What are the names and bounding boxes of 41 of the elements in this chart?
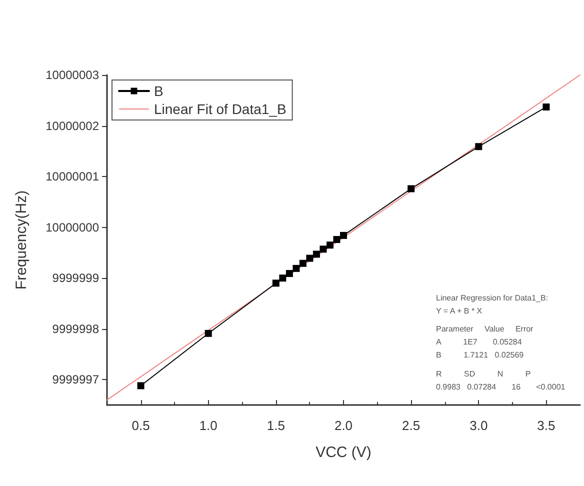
x-axis-title: VCC (V) (316, 444, 372, 461)
annotation: A 1E7 0.05284 (436, 338, 522, 346)
point (272, 280, 280, 287)
x-tick-label: 2.0 (334, 418, 353, 433)
y-tick-label: 10000003 (46, 68, 100, 82)
point (333, 236, 340, 243)
annotation: B 1.7121 0.02569 (436, 350, 524, 360)
annotation: Linear Regression for Data1_B: (436, 294, 548, 302)
point (286, 270, 293, 278)
x-tick-label: 3.0 (470, 418, 488, 433)
point (292, 264, 300, 272)
y-tick-label: 10000000 (46, 220, 100, 234)
annotation: R SD N P (436, 370, 531, 378)
point (306, 254, 314, 262)
x-tick-label: 1.0 (199, 418, 218, 433)
y-tick-label: 9999997 (52, 372, 100, 387)
point (408, 185, 415, 192)
annotation: 0.9983 0.07284 16 <0.0001 (436, 382, 566, 392)
point (312, 250, 320, 258)
point (326, 242, 334, 249)
point (299, 260, 306, 267)
point (279, 274, 286, 282)
annotation: Parameter Value Error (436, 324, 534, 334)
point (204, 330, 212, 337)
point (340, 232, 347, 239)
point (320, 246, 327, 253)
x-tick-label: 1.5 (266, 418, 285, 433)
annotation: Y = A + B * X (436, 306, 483, 316)
point (475, 143, 482, 150)
point (137, 382, 144, 390)
y-axis-title: Frequency(Hz) (13, 190, 30, 290)
legend-label: B (154, 83, 164, 99)
y-tick-label: 10000001 (46, 170, 100, 184)
x-tick-label: 2.5 (402, 418, 420, 433)
x-tick-label: 3.5 (537, 418, 556, 433)
x-tick-label: 0.5 (132, 418, 150, 433)
y-tick-label: 9999998 (52, 322, 100, 336)
y-tick-label: 10000002 (46, 118, 100, 133)
legend-label: Linear Fit of Data1_B (154, 101, 286, 117)
point (542, 103, 550, 110)
y-tick-label: 9999999 (52, 271, 100, 286)
